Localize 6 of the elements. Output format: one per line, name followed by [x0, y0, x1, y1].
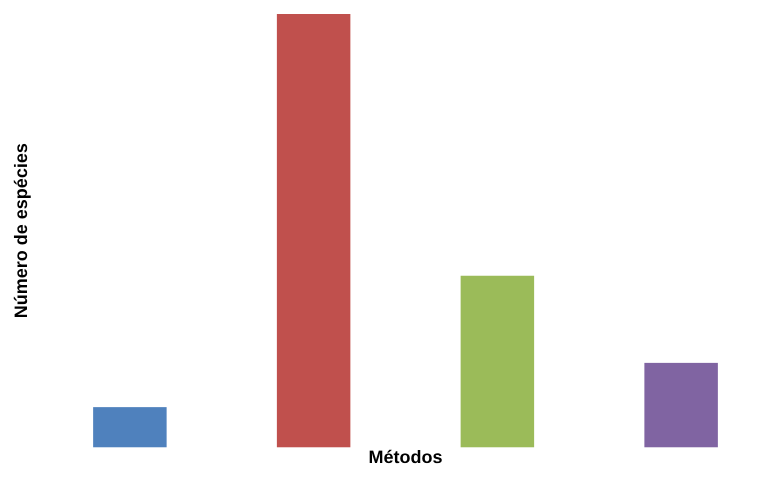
bar: [644, 362, 718, 448]
bar: [276, 14, 350, 448]
y-axis-title: Número de espécies: [10, 143, 31, 318]
bar: [93, 407, 167, 448]
x-axis-title: Métodos: [368, 447, 442, 468]
bar: [460, 276, 534, 448]
